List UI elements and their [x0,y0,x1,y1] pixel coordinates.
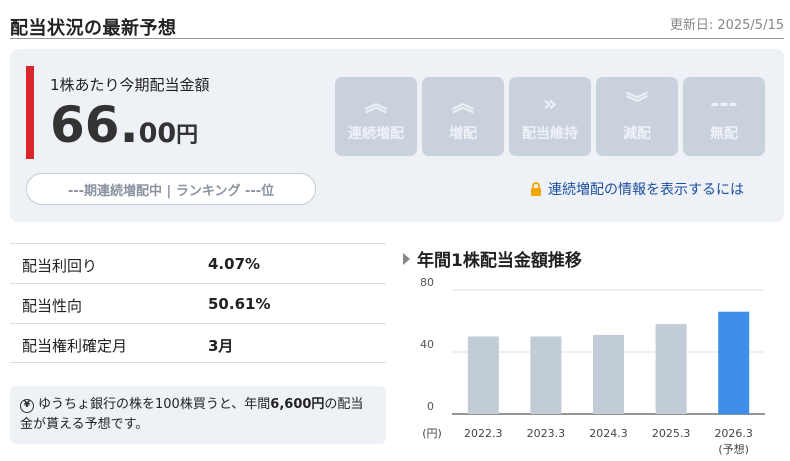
status-increase: ︽ 増配 [422,77,504,156]
double-chevron-up-icon: ︽ [451,92,474,117]
bar [655,324,687,414]
annual-dividend-chart: 0 40 80 2022.3 2023.3 2024.3 2025.3 2026.3 (予想) (… [420,278,765,456]
y-unit-label: (円) [422,427,442,440]
section-title: 配当状況の最新予想 [10,18,177,39]
dividend-note: ¥ ゆうちょ銀行の株を100株買うと、年間6,600円の配当金が貰える予想です。 [10,386,386,444]
y-tick-label: 80 [420,278,434,289]
status-label: 減配 [623,126,651,142]
metric-label: 配当権利確定月 [22,337,128,355]
chart-title: 年間1株配当金額推移 [403,246,582,271]
metric-value: 50.61% [208,295,271,313]
status-label: 配当維持 [522,126,578,142]
status-label: 連続増配 [348,126,404,142]
status-no-dividend: --- 無配 [683,77,765,156]
dividend-summary-panel: 1株あたり今期配当金額 66.00円 ---期連続増配中 | ランキング ---… [10,49,784,222]
metric-value: 4.07% [208,255,261,273]
x-tick-note: (予想) [718,442,749,456]
bar [718,311,750,414]
yen-icon: ¥ [20,399,34,413]
dividend-amount-integer: 66. [50,96,139,154]
dividend-amount-label: 1株あたり今期配当金額 [50,76,210,94]
status-consecutive-increase: ︽ 連続増配 [335,77,417,156]
status-label: 増配 [449,126,477,142]
x-tick-label: 2025.3 [652,427,691,440]
bar [530,336,562,414]
dash-icon: --- [710,92,738,117]
lock-icon [531,182,541,196]
double-chevron-down-icon: ︾ [625,92,648,117]
status-label: 無配 [710,126,738,142]
x-tick-label: 2023.3 [527,427,566,440]
bar [467,336,499,414]
dividend-metrics-table: 配当利回り 4.07% 配当性向 50.61% 配当権利確定月 3月 [10,243,386,363]
x-tick-label: 2024.3 [589,427,628,440]
dividend-amount: 66.00円 [50,96,198,160]
y-tick-label: 0 [427,400,434,413]
metric-row: 配当性向 50.61% [10,283,386,323]
consecutive-increase-info-link[interactable]: 連続増配の情報を表示するには [530,179,744,199]
info-link-text[interactable]: 連続増配の情報を表示するには [548,182,744,198]
note-text-pre: ゆうちょ銀行の株を100株買うと、年間 [38,397,271,412]
y-tick-label: 40 [420,338,434,351]
consecutive-increase-ranking: ---期連続増配中 | ランキング ---位 [26,173,316,205]
triangle-right-icon [403,253,410,265]
dividend-amount-decimal: 00 [138,118,177,149]
section-header: 配当状況の最新予想 更新日: 2025/5/15 [10,8,784,39]
note-text-post: の配当金が貰える予想です。 [20,397,364,432]
double-chevron-up-icon: ︽ [364,92,387,117]
bar [593,334,624,414]
metric-row: 配当権利確定月 3月 [10,323,386,363]
dividend-amount-unit: 円 [176,123,199,148]
accent-bar [26,66,34,159]
metric-label: 配当利回り [22,257,98,275]
x-tick-label: 2026.3 [714,427,753,440]
double-chevron-right-icon: » [542,92,558,117]
updated-date: 更新日: 2025/5/15 [669,18,784,33]
metric-label: 配当性向 [22,297,83,315]
metric-value: 3月 [208,337,234,355]
status-decrease: ︾ 減配 [596,77,678,156]
chart-title-text: 年間1株配当金額推移 [417,251,582,271]
x-tick-label: 2022.3 [464,427,503,440]
metric-row: 配当利回り 4.07% [10,243,386,283]
status-maintain: » 配当維持 [509,77,591,156]
note-amount: 6,600円 [270,397,325,412]
